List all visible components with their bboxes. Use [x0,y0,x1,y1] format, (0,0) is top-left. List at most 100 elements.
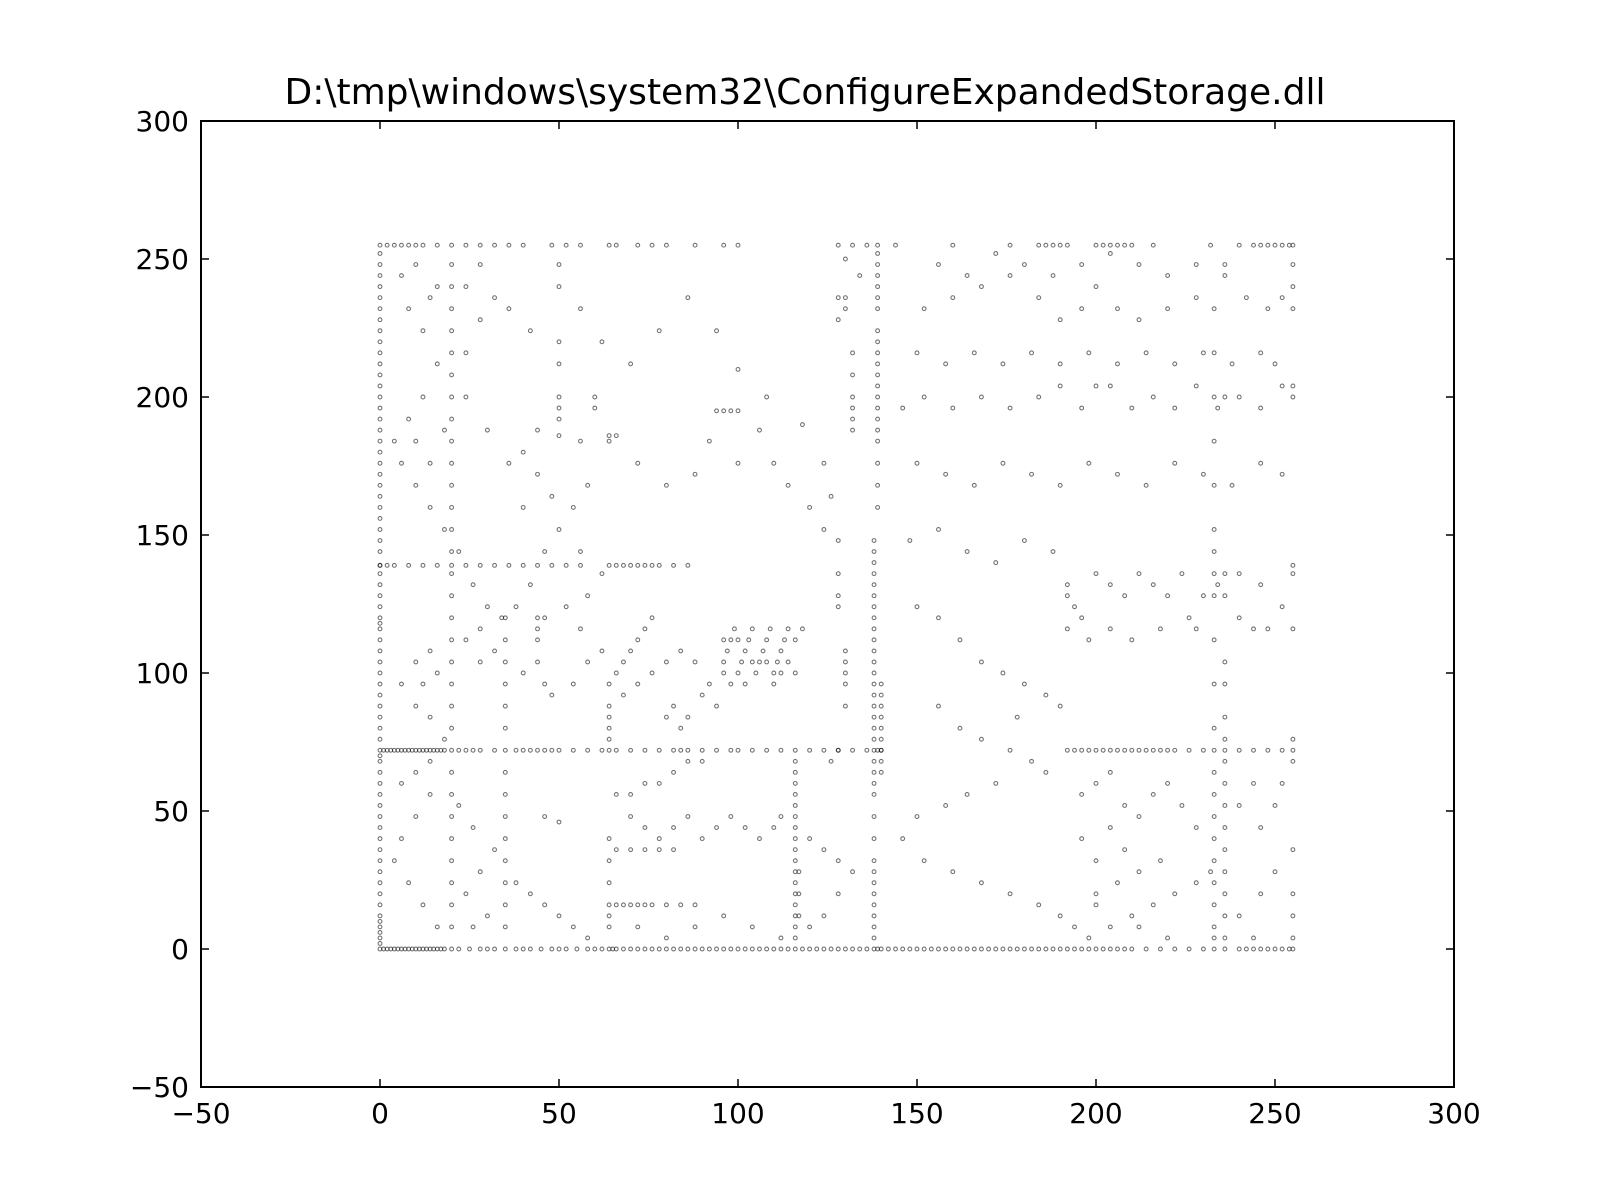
data-point [656,328,662,334]
data-point [792,670,798,676]
data-point [1107,747,1113,753]
data-point [1290,946,1296,952]
data-point [391,438,397,444]
data-point [520,747,526,753]
data-point [1179,571,1185,577]
data-point [1064,582,1070,588]
data-point [714,408,719,414]
data-point [1279,242,1285,248]
data-point [663,935,669,941]
data-point [900,946,906,952]
data-point [470,924,476,930]
data-point [620,692,626,698]
y-tick-label: 200 [136,381,189,414]
data-point [771,681,777,687]
data-point [950,405,956,411]
data-point [377,405,383,411]
data-point [1129,747,1135,753]
data-point [821,946,827,952]
data-point [778,648,784,654]
data-point [914,604,920,610]
data-point [1057,482,1063,488]
data-point [699,747,705,753]
y-tick-label: 50 [153,795,189,828]
data-point [499,615,505,621]
data-point [842,703,848,709]
data-point [1222,571,1228,577]
data-point [1290,913,1296,919]
data-point [1107,582,1113,588]
data-point [799,626,805,632]
data-point [477,562,483,568]
data-point [871,692,877,698]
data-point [971,350,977,356]
data-point [1211,836,1217,842]
data-point [449,242,455,248]
data-point [556,416,562,422]
data-point [1222,869,1228,875]
data-point [778,670,784,676]
data-point [692,902,698,908]
data-point [1222,714,1228,720]
data-point [807,946,813,952]
data-point [871,714,877,720]
data-point [835,538,841,543]
data-point [1290,747,1296,753]
data-point [721,670,727,676]
data-point [606,703,612,709]
data-point [477,659,483,665]
data-point [885,946,891,952]
data-point [563,604,569,610]
data-point [871,538,877,543]
data-point [606,924,612,930]
data-point [449,549,455,555]
data-point [599,648,605,654]
data-point [1115,242,1120,248]
data-point [535,637,540,643]
tick-labels: −50 0 50 100 150 200 250 300 −50 0 50 100 150 200 250 3… [130,105,1481,1130]
data-point [642,562,648,568]
data-point [613,242,619,248]
data-point [613,562,619,568]
data-point [678,648,684,654]
data-point [1211,935,1217,941]
data-point [449,306,455,312]
data-point [914,946,920,952]
data-point [685,714,691,720]
data-point [606,902,612,908]
data-points [377,242,1296,952]
data-point [728,946,734,952]
data-point [1211,394,1217,400]
data-point [875,460,881,466]
data-point [563,946,569,952]
data-point [377,941,383,946]
data-point [1115,361,1120,367]
data-point [864,242,870,248]
data-point [671,562,677,568]
data-point [377,836,383,842]
data-point [463,284,469,290]
data-point [671,769,677,775]
data-point [957,946,963,952]
data-point [1014,946,1020,952]
data-point [542,814,548,819]
data-point [731,626,737,632]
data-point [742,681,748,687]
data-point [502,659,508,665]
data-point [1093,242,1099,248]
data-point [377,753,383,759]
data-point [835,747,841,753]
data-point [1211,350,1217,356]
data-point [1150,394,1156,400]
data-point [850,394,856,400]
data-point [728,814,734,819]
data-point [399,273,404,279]
data-point [871,615,877,621]
data-point [628,791,634,797]
data-point [570,504,576,510]
data-point [1222,758,1228,764]
x-tick-label: 100 [711,1097,764,1130]
data-point [1107,242,1113,248]
data-point [1279,780,1285,786]
data-point [678,725,684,731]
